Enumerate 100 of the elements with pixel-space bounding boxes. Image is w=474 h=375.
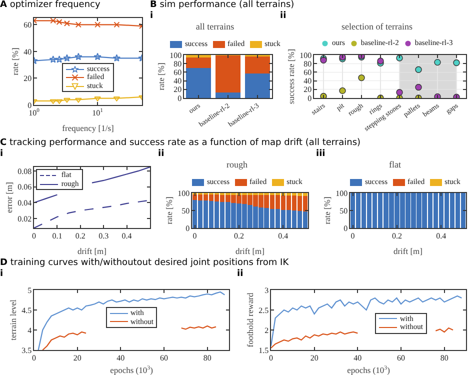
bar xyxy=(186,55,212,58)
line-series xyxy=(271,295,462,347)
y-tick-label: 50 xyxy=(182,206,190,216)
text: C tracking performance and success rate as a function of map drift (all terrains) xyxy=(0,138,361,149)
y-tick-label: 0.06 xyxy=(18,182,32,192)
x-axis-title: drift [m] xyxy=(77,246,107,256)
y-tick-label: 3 xyxy=(264,286,269,295)
chart-title: flat xyxy=(389,159,402,170)
y-tick-label: 0 xyxy=(186,224,190,233)
y-tick-label: 0 xyxy=(178,94,182,103)
text: i xyxy=(0,269,4,279)
y-tick-label: 60 xyxy=(24,20,32,30)
point xyxy=(415,66,422,73)
y-tick-label: 100 xyxy=(178,188,190,198)
y-tick-label: 3.5 xyxy=(22,346,32,355)
y-tick-label: 20 xyxy=(304,85,312,94)
y-tick-label: 2.5 xyxy=(258,306,269,315)
bar xyxy=(186,68,212,98)
text: ii xyxy=(158,149,164,159)
y-tick-label: 4 xyxy=(28,326,32,335)
y-axis-title: error [m] xyxy=(4,182,14,213)
x-tick-label: 0.4 xyxy=(436,231,446,240)
y-tick-label: 80 xyxy=(304,59,312,68)
line-series xyxy=(38,291,226,350)
point xyxy=(415,84,422,91)
x-axis-title: epochs (10$^{3}$) xyxy=(347,365,390,375)
y-tick-label: 20 xyxy=(24,74,32,84)
x-tick-label: 60 xyxy=(160,353,168,362)
y-tick-label: 0.04 xyxy=(18,198,32,208)
bar xyxy=(186,58,212,68)
x-tick-label: 0.2 xyxy=(75,231,86,240)
bar xyxy=(216,55,240,92)
y-tick-label: 100 xyxy=(170,50,182,60)
text: ii xyxy=(280,11,286,21)
y-axis-title: terrain level xyxy=(8,298,18,340)
line-series xyxy=(34,200,150,228)
x-tick-label: 40 xyxy=(116,353,125,362)
text: i xyxy=(150,11,154,21)
x-tick-label: 0.2 xyxy=(392,231,402,240)
y-tick-label: 0 xyxy=(344,224,348,233)
chart-title: all terrains xyxy=(196,21,235,32)
y-tick-label: 0 xyxy=(308,94,312,103)
text: A optimizer frequency xyxy=(0,0,102,11)
x-tick-label: 0.2 xyxy=(234,231,244,240)
point xyxy=(320,92,327,98)
point xyxy=(358,74,365,82)
text: B sim performance (all terrains) xyxy=(150,0,294,11)
y-axis-title: rate [%] xyxy=(156,62,166,90)
y-tick-label: 40 xyxy=(174,76,182,86)
point xyxy=(434,93,441,98)
point xyxy=(396,55,403,62)
x-tick-label: 20 xyxy=(310,353,318,362)
y-tick-label: 4.5 xyxy=(22,306,32,315)
y-axis-title: rate [%] xyxy=(322,196,332,224)
y-axis-title: success rate [%] xyxy=(286,48,296,104)
y-axis-title: foothold reward xyxy=(245,292,256,348)
y-tick-label: 100 xyxy=(336,188,348,198)
y-tick-label: 1.5 xyxy=(258,346,269,355)
text: iii xyxy=(316,149,326,159)
x-tick-label: 0.1 xyxy=(52,231,62,240)
point xyxy=(434,58,441,66)
y-tick-label: 2 xyxy=(264,326,269,335)
y-tick-label: 80 xyxy=(174,59,182,68)
x-tick-label: 0 xyxy=(192,231,197,240)
text: i xyxy=(0,149,4,159)
y-axis-title: rate [%] xyxy=(164,196,174,224)
x-axis-title: drift [m] xyxy=(235,246,265,256)
x-axis-title: frequency [1/s] xyxy=(62,123,114,133)
x-tick-label: 0.4 xyxy=(122,231,132,240)
point xyxy=(339,87,346,94)
x-tick-label: 10$^{0}$ xyxy=(28,108,40,118)
bar xyxy=(244,73,270,98)
y-tick-label: 100 xyxy=(300,50,312,60)
y-tick-label: 0.08 xyxy=(18,166,32,176)
y-axis-title: rate [%] xyxy=(10,48,20,76)
y-tick-label: 40 xyxy=(304,76,312,86)
x-tick-label: 40 xyxy=(354,353,362,362)
bar xyxy=(244,56,270,74)
y-tick-label: 0.02 xyxy=(18,214,32,224)
x-tick-label: 0.4 xyxy=(278,231,288,240)
x-tick-label: 0 xyxy=(350,231,355,240)
chart-title: selection of terrains xyxy=(342,21,413,32)
x-tick-label: 80 xyxy=(203,353,212,362)
y-tick-label: 40 xyxy=(24,47,32,56)
x-axis-title: epochs (10$^{3}$) xyxy=(110,365,154,375)
bar xyxy=(216,92,240,98)
x-tick-label: 10$^{1}$ xyxy=(92,108,104,118)
x-tick-label: 0.3 xyxy=(98,231,109,240)
point xyxy=(453,59,460,66)
x-tick-label: 20 xyxy=(73,353,82,362)
text: D training curves with/withoutout desired joint positions from IK xyxy=(0,258,289,269)
point xyxy=(377,58,384,64)
text: ii xyxy=(237,269,244,279)
y-tick-label: 60 xyxy=(174,68,182,77)
y-tick-label: 5 xyxy=(28,286,32,295)
y-tick-label: 50 xyxy=(340,206,348,216)
x-tick-label: 80 xyxy=(440,353,448,362)
point xyxy=(396,89,403,96)
y-tick-label: 20 xyxy=(174,85,182,94)
x-axis-title: drift [m] xyxy=(393,246,423,256)
